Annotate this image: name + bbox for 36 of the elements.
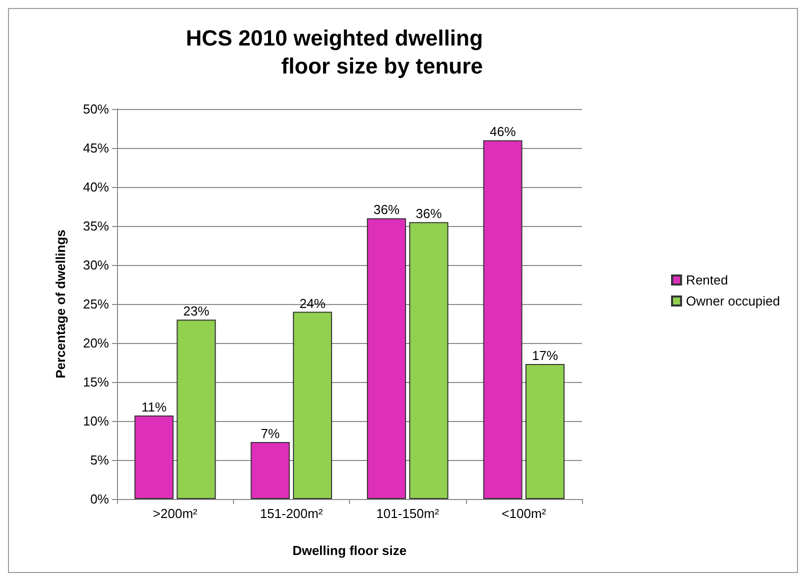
bar [366,218,406,499]
y-tick-label: 20% [82,336,110,350]
y-tick-label: 40% [82,180,110,194]
x-tick-label: >200m² [152,506,198,521]
bar [250,442,290,499]
legend-label: Rented [686,272,728,288]
y-tick-label: 25% [82,296,110,312]
data-label: 24% [299,296,326,311]
x-tick-label: <100m² [502,506,547,521]
chart-title: HCS 2010 weighted dwelling floor size by tenure [186,26,483,78]
bar [483,140,522,499]
y-tick-label: 15% [82,374,110,390]
x-tick-label: 151-200m² [260,506,324,521]
y-tick-label: 5% [90,452,110,468]
y-tick-label: 45% [82,140,110,156]
y-tick-label: 30% [82,258,110,272]
bar [292,312,332,499]
y-tick-label: 50% [82,102,110,116]
y-tick-label: 35% [82,218,110,234]
data-label: 36% [416,206,442,222]
y-tick-label: 10% [82,414,110,428]
y-axis-title: Percentage of dwellings [53,230,68,378]
legend-label: Owner occupied [686,294,780,308]
data-label: 36% [373,202,400,218]
data-label: 23% [183,304,210,319]
x-axis-title: Dwelling floor size [292,543,407,558]
y-tick-label: 0% [90,492,110,506]
data-label: 17% [532,348,558,364]
bar [409,222,448,499]
bar [525,364,565,499]
bar [176,320,216,499]
data-label: 46% [490,124,516,140]
data-label: 7% [260,426,280,442]
data-label: 11% [141,400,167,415]
x-tick-label: 101-150m² [376,506,440,521]
bar [134,416,174,499]
